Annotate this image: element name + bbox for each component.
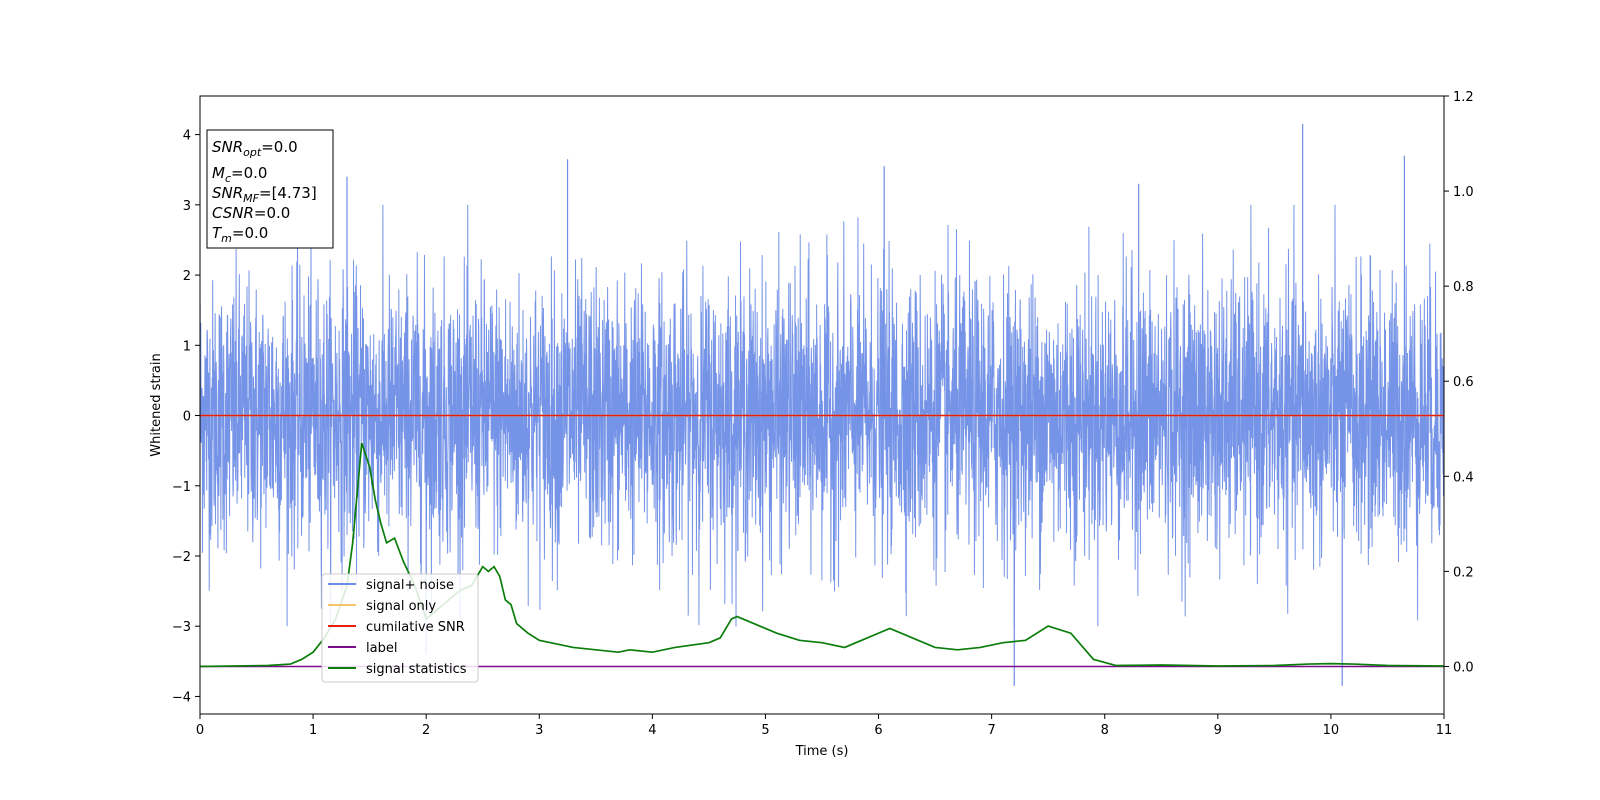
y-tick-label-right: 0.6 — [1453, 375, 1474, 390]
y-tick-label-right: 0.2 — [1453, 565, 1474, 580]
info-line-mc: Mc=0.0 — [212, 164, 267, 185]
info-box: SNRopt=0.0 Mc=0.0 SNRMF=[4.73] CSNR=0.0 … — [206, 129, 334, 249]
x-axis-label: Time (s) — [795, 744, 849, 759]
legend-label-signal-statistics: signal statistics — [366, 662, 467, 677]
y-axis-label: Whitened strain — [149, 353, 164, 456]
plot-frame — [199, 95, 1445, 715]
y-tick-label-right: 0.0 — [1453, 660, 1474, 675]
x-tick-label: 2 — [422, 723, 430, 738]
x-tick-label: 0 — [196, 723, 204, 738]
y-tick-label-left: −1 — [172, 480, 191, 495]
y-tick-label-left: −2 — [172, 550, 191, 565]
legend-label-signal-noise: signal+ noise — [366, 578, 454, 593]
x-tick-label: 7 — [987, 723, 995, 738]
x-tick-label: 3 — [535, 723, 543, 738]
x-tick-label: 11 — [1436, 723, 1453, 738]
legend: signal+ noise signal only cumilative SNR… — [321, 573, 479, 683]
info-line-snr-mf: SNRMF=[4.73] — [212, 184, 317, 205]
y-tick-label-right: 1.0 — [1453, 185, 1474, 200]
legend-label-label: label — [366, 641, 397, 656]
series-signal-statistics — [200, 442, 1444, 668]
x-tick-label: 10 — [1323, 723, 1340, 738]
y-tick-label-right: 1.2 — [1453, 90, 1474, 105]
series-signal-noise — [200, 204, 1444, 627]
x-tick-label: 8 — [1101, 723, 1109, 738]
y-tick-label-left: 0 — [183, 410, 191, 425]
x-tick-label: 5 — [761, 723, 769, 738]
y-tick-label-left: −3 — [172, 620, 191, 635]
x-tick-label: 1 — [309, 723, 317, 738]
y-tick-label-left: −4 — [172, 690, 191, 705]
y-tick-label-right: 0.4 — [1453, 470, 1474, 485]
y-tick-label-left: 1 — [183, 339, 191, 354]
y-tick-label-left: 4 — [183, 129, 191, 144]
x-tick-label: 6 — [874, 723, 882, 738]
x-tick-label: 9 — [1214, 723, 1222, 738]
y-tick-label-left: 3 — [183, 199, 191, 214]
legend-label-cumulative-snr: cumilative SNR — [366, 620, 465, 635]
info-line-tm: Tm=0.0 — [212, 224, 268, 245]
info-line-csnr: CSNR=0.0 — [212, 204, 290, 222]
legend-label-signal-only: signal only — [366, 599, 436, 614]
x-tick-label: 4 — [648, 723, 656, 738]
y-tick-label-left: 2 — [183, 269, 191, 284]
y-tick-label-right: 0.8 — [1453, 280, 1474, 295]
info-line-snr-opt: SNRopt=0.0 — [212, 138, 298, 159]
